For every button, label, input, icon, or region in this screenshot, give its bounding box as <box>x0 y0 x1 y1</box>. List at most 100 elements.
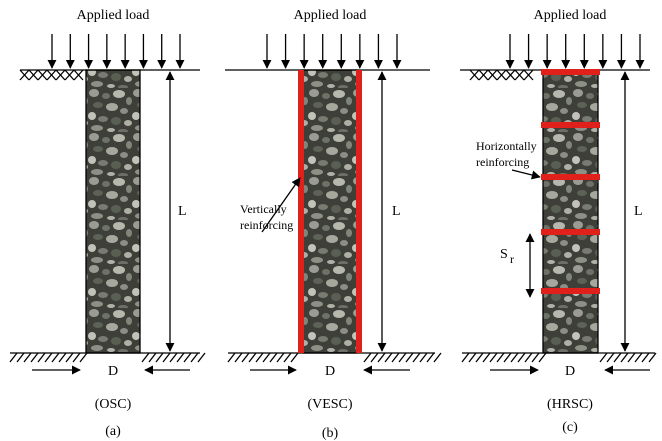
hatch <box>37 352 46 363</box>
hatch <box>23 352 32 363</box>
hatch <box>510 352 519 363</box>
hatch <box>248 352 257 363</box>
hatch <box>155 352 164 363</box>
hatch <box>606 352 615 363</box>
load-label: Applied load <box>534 8 607 23</box>
hatch <box>176 352 185 363</box>
gravel-column <box>302 69 358 354</box>
hatch <box>487 69 498 81</box>
hatch <box>391 352 400 363</box>
type-label: (OSC) <box>95 397 132 412</box>
hatch <box>538 352 547 363</box>
type-label: (HRSC) <box>547 397 593 412</box>
hatch <box>290 352 299 363</box>
hatch <box>377 352 386 363</box>
hatch <box>79 352 88 363</box>
hatch <box>461 352 470 363</box>
load-label: Applied load <box>294 8 367 23</box>
hatch <box>58 352 67 363</box>
annotation: Vertically <box>240 202 287 216</box>
length-label: L <box>634 204 643 219</box>
hatch <box>634 352 643 363</box>
annotation: Horizontally <box>476 139 537 153</box>
hatch <box>648 352 657 363</box>
hatch <box>412 352 421 363</box>
hatch <box>241 352 250 363</box>
hatch <box>37 69 48 81</box>
caption: (c) <box>562 420 578 435</box>
hatch <box>505 69 516 81</box>
hatch <box>469 69 480 81</box>
hatch <box>503 352 512 363</box>
hatch <box>531 352 540 363</box>
horizontal-reinforcement <box>541 174 600 180</box>
hatch <box>28 69 39 81</box>
hatch <box>72 352 81 363</box>
hatch <box>478 69 489 81</box>
hatch <box>197 352 206 363</box>
pointer-arrow <box>511 169 541 180</box>
hatch <box>190 352 199 363</box>
horizontal-reinforcement <box>541 288 600 294</box>
pointer-arrow <box>261 177 301 233</box>
diameter-label: D <box>565 364 575 379</box>
hatch <box>489 352 498 363</box>
hatch <box>384 352 393 363</box>
hatch <box>514 69 525 81</box>
hatch <box>73 69 84 81</box>
load-label: Applied load <box>77 8 150 23</box>
hatch <box>148 352 157 363</box>
hatch <box>363 352 372 363</box>
hatch <box>141 352 150 363</box>
hatch <box>419 352 428 363</box>
vertical-reinforcement <box>356 70 362 353</box>
vertical-reinforcement <box>298 70 304 353</box>
horizontal-reinforcement <box>541 69 600 75</box>
hatch <box>496 69 507 81</box>
horizontal-reinforcement <box>541 229 600 235</box>
length-label: L <box>392 204 401 219</box>
hatch <box>613 352 622 363</box>
hatch <box>370 352 379 363</box>
hatch <box>227 352 236 363</box>
caption: (a) <box>105 424 121 439</box>
hatch <box>283 352 292 363</box>
hatch <box>398 352 407 363</box>
hatch <box>19 69 30 81</box>
hatch <box>255 352 264 363</box>
caption: (b) <box>322 426 339 441</box>
length-label: L <box>178 204 187 219</box>
hatch <box>405 352 414 363</box>
annotation: reinforcing <box>476 155 529 169</box>
hatch <box>9 352 18 363</box>
hatch <box>55 69 66 81</box>
hatch <box>234 352 243 363</box>
hatch <box>641 352 650 363</box>
horizontal-reinforcement <box>541 122 600 128</box>
hatch <box>65 352 74 363</box>
annotation: reinforcing <box>240 218 293 232</box>
hatch <box>44 352 53 363</box>
hatch <box>426 352 435 363</box>
spacing-subscript: r <box>510 252 514 266</box>
diameter-label: D <box>325 364 335 379</box>
hatch <box>620 352 629 363</box>
gravel-column <box>542 69 599 354</box>
type-label: (VESC) <box>307 397 352 412</box>
hatch <box>183 352 192 363</box>
diameter-label: D <box>108 364 118 379</box>
hatch <box>46 69 57 81</box>
hatch <box>30 352 39 363</box>
hatch <box>16 352 25 363</box>
hatch <box>475 352 484 363</box>
hatch <box>524 352 533 363</box>
hatch <box>51 352 60 363</box>
hatch <box>262 352 271 363</box>
gravel-column <box>85 69 141 354</box>
hatch <box>496 352 505 363</box>
hatch <box>433 352 442 363</box>
hatch <box>517 352 526 363</box>
hatch <box>523 69 534 81</box>
hatch <box>468 352 477 363</box>
